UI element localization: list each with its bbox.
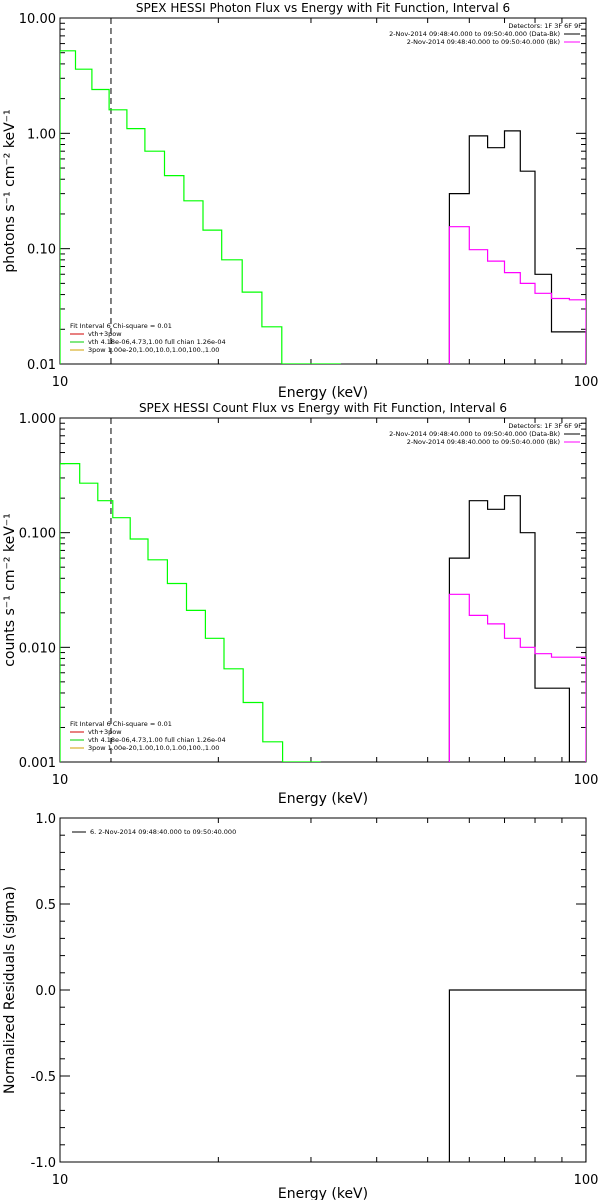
fit-legend-item: vth+3pow bbox=[88, 330, 122, 338]
y-tick-label: 1.000 bbox=[19, 412, 56, 427]
y-tick-label: 0.010 bbox=[19, 641, 56, 656]
series-line-1 bbox=[60, 463, 321, 762]
plot-panel-2 bbox=[59, 417, 587, 763]
y-tick-label: 0.001 bbox=[19, 756, 56, 771]
series-line-1 bbox=[448, 989, 586, 1162]
series-line-2 bbox=[448, 130, 586, 364]
y-tick-label: 0.10 bbox=[27, 243, 56, 258]
detectors-label: Detectors: 1F 3F 6F 9F bbox=[508, 422, 582, 430]
y-tick-label: 1.0 bbox=[35, 812, 56, 827]
y-tick-label: 0.5 bbox=[35, 898, 56, 913]
plot-frame bbox=[59, 17, 587, 365]
x-tick-label: 10 bbox=[52, 773, 69, 788]
x-axis-label: Energy (keV) bbox=[278, 791, 368, 807]
fit-legend-item: vth 4.18e-06,4.73,1.00 full chian 1.26e-… bbox=[88, 338, 226, 346]
series-line-2 bbox=[448, 495, 586, 762]
y-tick-label: 0.100 bbox=[19, 527, 56, 542]
residual-legend: 6. 2-Nov-2014 09:48:40.000 to 09:50:40.0… bbox=[90, 828, 236, 836]
legend-bk: 2-Nov-2014 09:48:40.000 to 09:50:40.000 … bbox=[407, 38, 560, 46]
plot-panel-1 bbox=[59, 17, 587, 365]
plot-panel-3 bbox=[59, 817, 587, 1163]
fit-legend-item: vth+3pow bbox=[88, 728, 122, 736]
x-axis-label: Energy (keV) bbox=[278, 1186, 368, 1200]
x-tick-label: 100 bbox=[574, 375, 599, 390]
x-tick-label: 10 bbox=[52, 1173, 69, 1188]
plot-title: SPEX HESSI Count Flux vs Energy with Fit… bbox=[139, 401, 507, 415]
x-axis-label: Energy (keV) bbox=[278, 385, 368, 401]
legend-data-bk: 2-Nov-2014 09:48:40.000 to 09:50:40.000 … bbox=[389, 430, 560, 438]
series-line-3 bbox=[448, 593, 586, 762]
plot-title: SPEX HESSI Photon Flux vs Energy with Fi… bbox=[136, 1, 510, 15]
legend-bk: 2-Nov-2014 09:48:40.000 to 09:50:40.000 … bbox=[407, 438, 560, 446]
y-tick-label: 1.00 bbox=[27, 127, 56, 142]
detectors-label: Detectors: 1F 3F 6F 9F bbox=[508, 22, 582, 30]
y-tick-label: -0.5 bbox=[31, 1070, 56, 1085]
fit-legend-item: 3pow 1.00e-20,1.00,10.0,1.00,100.,1.00 bbox=[88, 744, 219, 752]
y-axis-label: photons s⁻¹ cm⁻² keV⁻¹ bbox=[2, 109, 18, 272]
plot-frame bbox=[59, 417, 587, 763]
x-tick-label: 10 bbox=[52, 375, 69, 390]
y-axis-label: Normalized Residuals (sigma) bbox=[2, 886, 18, 1094]
legend-data-bk: 2-Nov-2014 09:48:40.000 to 09:50:40.000 … bbox=[389, 30, 560, 38]
y-axis-label: counts s⁻¹ cm⁻² keV⁻¹ bbox=[2, 513, 18, 667]
fit-legend-head: Fit Interval 6 Chi-square = 0.01 bbox=[70, 322, 172, 330]
fit-legend-item: vth 4.18e-06,4.73,1.00 full chian 1.26e-… bbox=[88, 736, 226, 744]
fit-legend-head: Fit Interval 6 Chi-square = 0.01 bbox=[70, 720, 172, 728]
y-tick-label: -1.0 bbox=[31, 1156, 56, 1171]
x-tick-label: 100 bbox=[574, 773, 599, 788]
series-line-1 bbox=[60, 50, 341, 364]
y-tick-label: 0.01 bbox=[27, 358, 56, 373]
y-tick-label: 10.00 bbox=[19, 12, 56, 27]
fit-legend-item: 3pow 1.00e-20,1.00,10.0,1.00,100.,1.00 bbox=[88, 346, 219, 354]
y-tick-label: 0.0 bbox=[35, 984, 56, 999]
x-tick-label: 100 bbox=[574, 1173, 599, 1188]
series-line-3 bbox=[448, 226, 586, 364]
